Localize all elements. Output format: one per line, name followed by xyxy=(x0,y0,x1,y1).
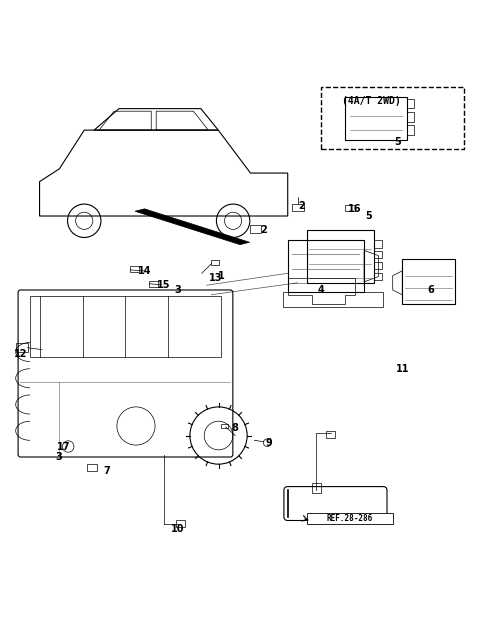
Text: 13: 13 xyxy=(209,273,223,283)
Bar xyxy=(176,520,185,527)
Bar xyxy=(211,260,218,265)
Text: 3: 3 xyxy=(175,285,181,295)
Bar xyxy=(312,483,321,493)
Bar xyxy=(373,273,382,281)
Text: 17: 17 xyxy=(57,442,70,453)
Bar xyxy=(130,266,139,272)
Text: 5: 5 xyxy=(394,137,401,147)
Bar xyxy=(373,240,382,248)
Text: 15: 15 xyxy=(157,280,170,290)
Text: 2: 2 xyxy=(261,225,267,236)
Bar xyxy=(373,251,382,259)
Bar xyxy=(87,464,97,471)
Text: 4: 4 xyxy=(318,285,324,295)
Text: 6: 6 xyxy=(428,285,434,295)
Bar xyxy=(345,205,355,211)
Text: 10: 10 xyxy=(171,524,185,534)
Text: REF.28-286: REF.28-286 xyxy=(326,514,373,523)
Text: 12: 12 xyxy=(14,349,27,360)
Text: (4A/T 2WD): (4A/T 2WD) xyxy=(342,96,401,107)
Bar xyxy=(307,514,393,524)
Bar xyxy=(345,97,407,140)
Text: 11: 11 xyxy=(396,364,409,374)
Bar xyxy=(326,431,336,438)
Text: 5: 5 xyxy=(365,211,372,221)
Text: 2: 2 xyxy=(299,202,305,211)
Bar xyxy=(16,343,28,352)
Text: 8: 8 xyxy=(232,423,239,433)
Bar xyxy=(402,259,455,304)
Bar xyxy=(149,281,158,286)
Bar xyxy=(407,125,414,135)
Text: 1: 1 xyxy=(217,271,224,281)
Bar xyxy=(221,424,228,428)
Bar xyxy=(30,295,221,357)
Bar xyxy=(407,112,414,121)
Bar xyxy=(250,225,262,232)
Bar xyxy=(407,99,414,108)
Bar xyxy=(292,204,304,211)
Bar xyxy=(288,240,364,292)
Polygon shape xyxy=(135,209,250,245)
Text: 7: 7 xyxy=(103,466,110,476)
Text: 14: 14 xyxy=(138,266,151,276)
Text: 3: 3 xyxy=(55,452,62,462)
Bar xyxy=(373,262,382,270)
Text: 9: 9 xyxy=(265,438,272,447)
Bar xyxy=(321,87,464,149)
Text: 16: 16 xyxy=(348,204,361,214)
Bar xyxy=(307,230,373,283)
